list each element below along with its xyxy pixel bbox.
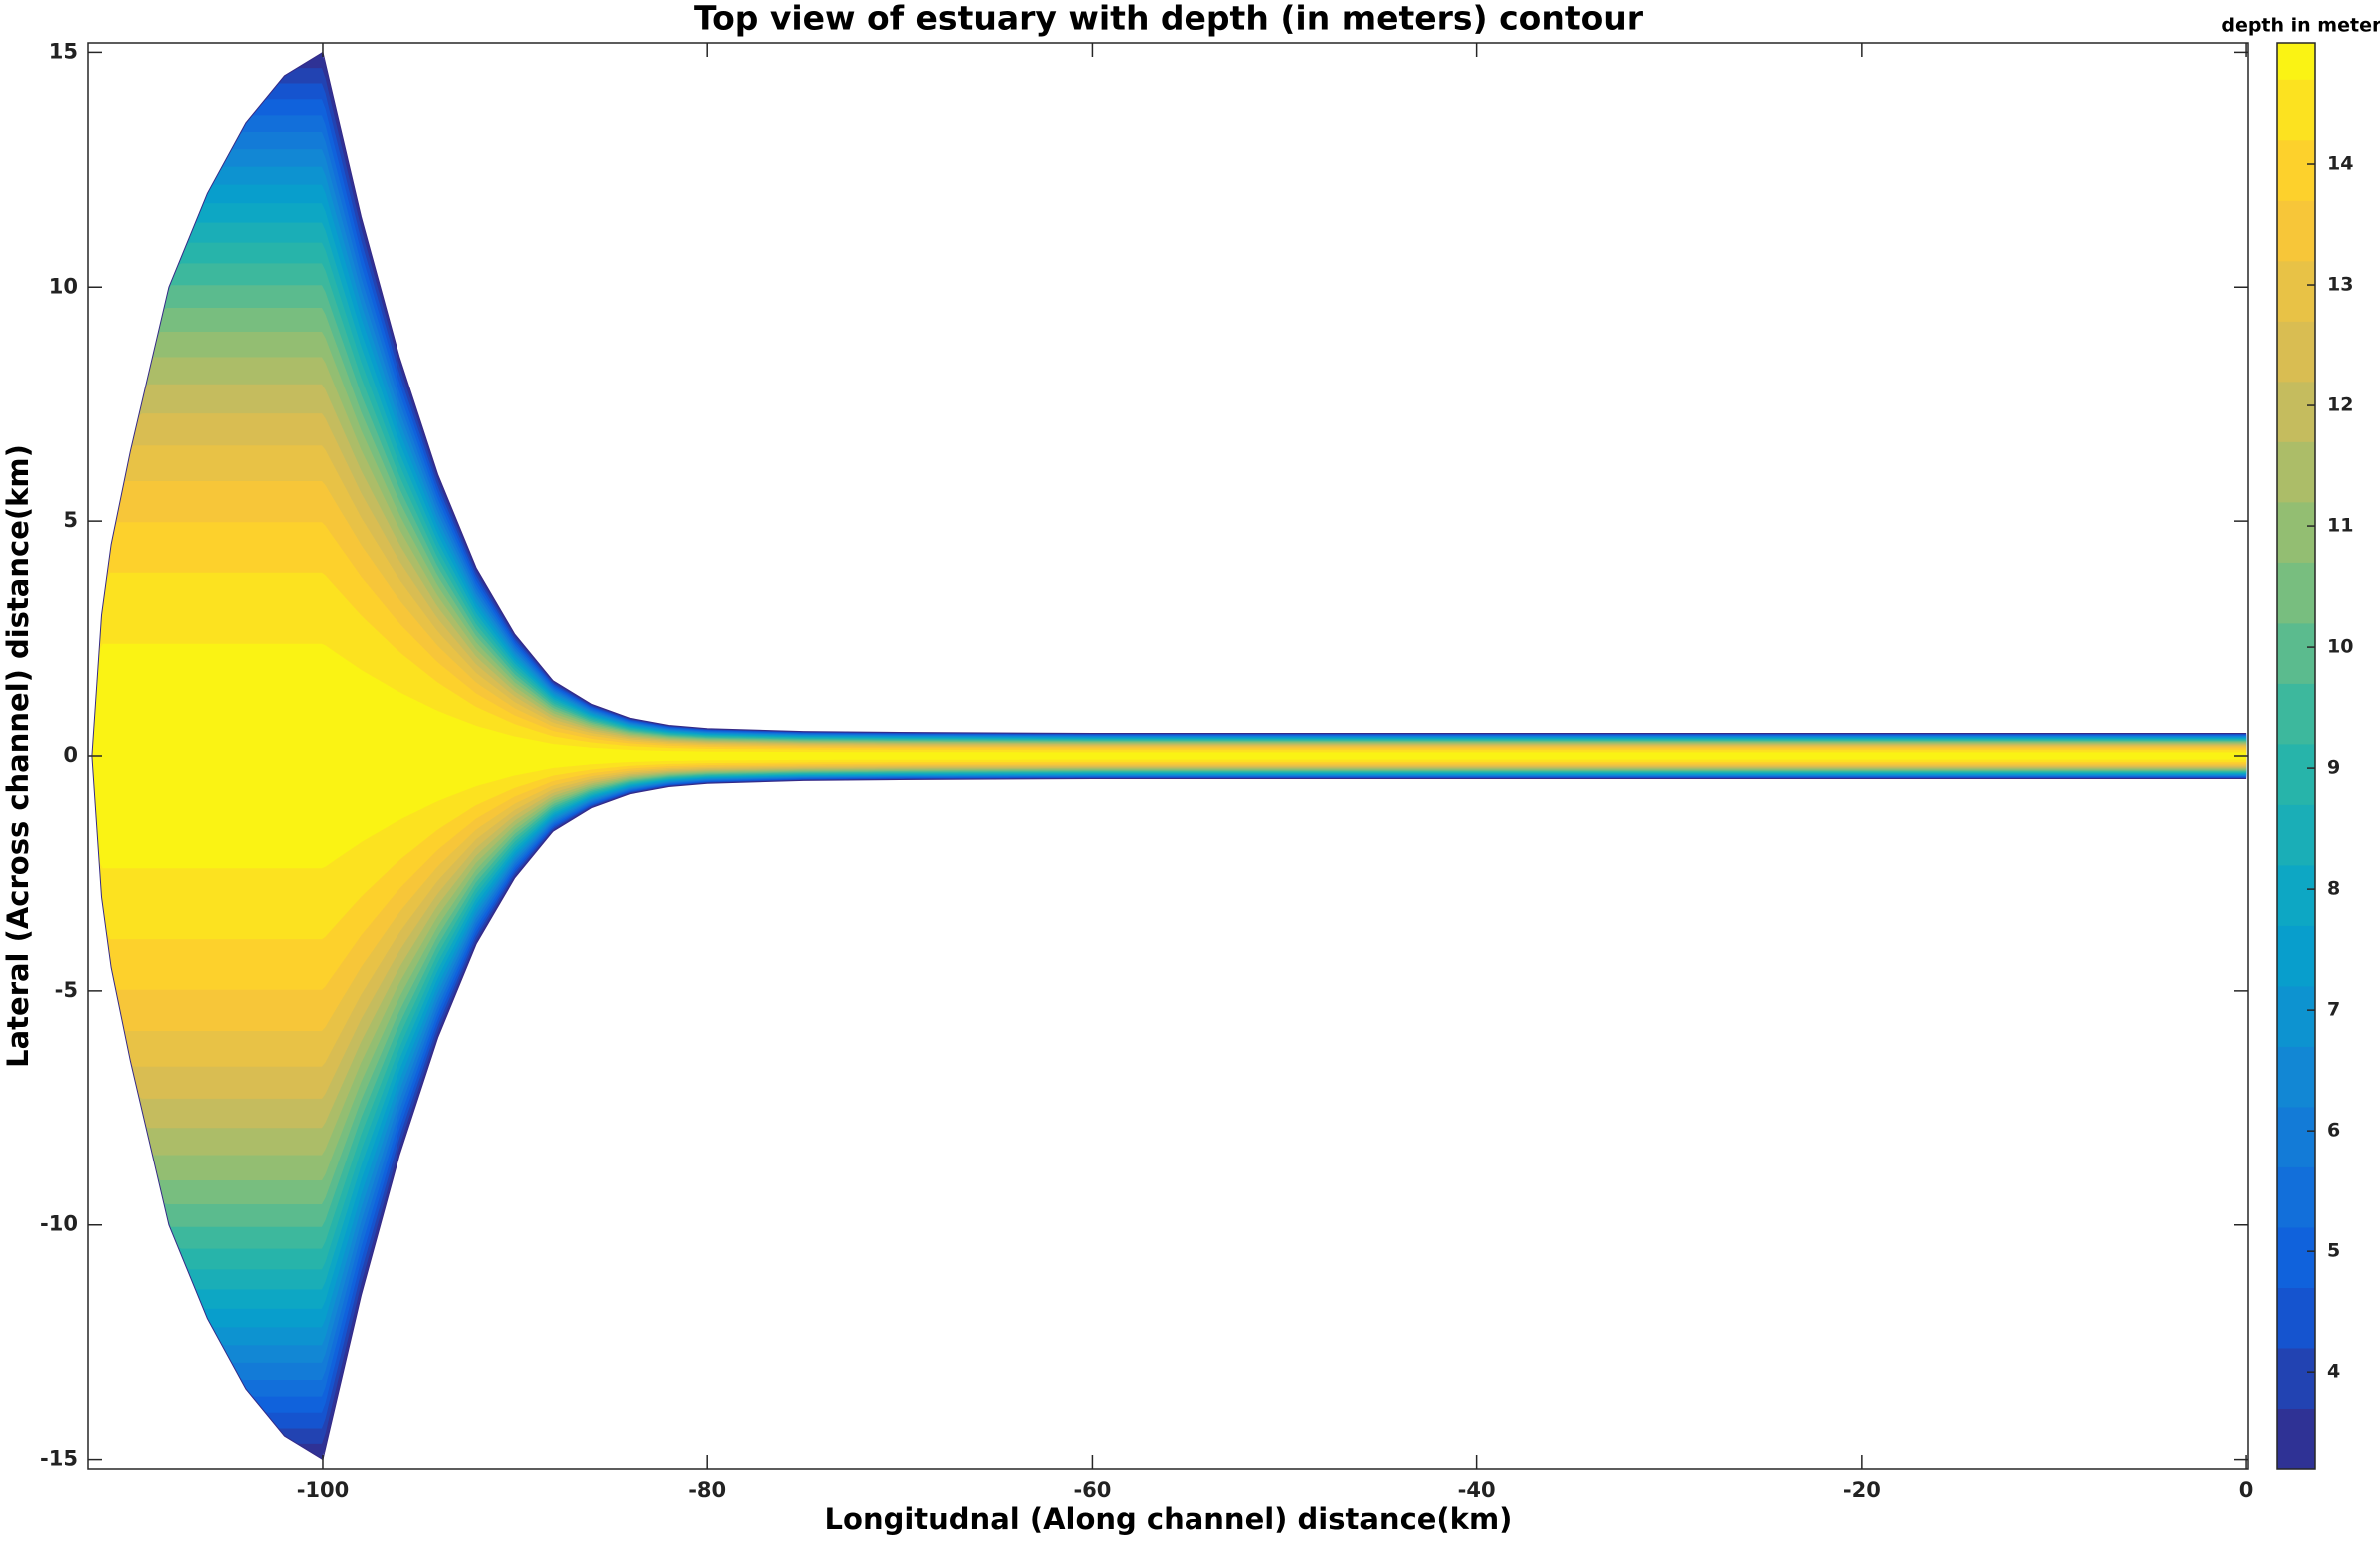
colorbar-band — [2277, 381, 2315, 442]
colorbar-band — [2277, 985, 2315, 1047]
x-tick-label: -100 — [297, 1478, 350, 1502]
colorbar-tick-label: 12 — [2327, 394, 2353, 416]
colorbar-tick-label: 10 — [2327, 636, 2353, 658]
colorbar-band — [2277, 622, 2315, 684]
x-tick-label: 0 — [2239, 1478, 2254, 1502]
colorbar-band — [2277, 562, 2315, 624]
chart-title: Top view of estuary with depth (in meter… — [694, 0, 1644, 38]
colorbar-band — [2277, 1347, 2315, 1409]
colorbar-band — [2277, 804, 2315, 866]
y-tick-label: -5 — [55, 978, 78, 1002]
colorbar-band — [2277, 1106, 2315, 1167]
colorbar-label: depth in meters — [2221, 15, 2380, 37]
colorbar-tick-label: 9 — [2327, 757, 2340, 779]
colorbar-band — [2277, 200, 2315, 262]
x-tick-label: -80 — [688, 1478, 726, 1502]
y-tick-label: 5 — [63, 508, 78, 532]
x-tick-label: -60 — [1073, 1478, 1111, 1502]
colorbar-band — [2277, 501, 2315, 563]
colorbar-band — [2277, 43, 2315, 80]
y-tick-label: 15 — [49, 39, 78, 63]
colorbar-tick-label: 11 — [2327, 515, 2353, 537]
colorbar-tick-label: 7 — [2327, 999, 2340, 1021]
y-tick-label: 10 — [49, 274, 78, 298]
y-tick-label: -10 — [40, 1212, 78, 1236]
colorbar-band — [2277, 683, 2315, 745]
colorbar-frame — [2276, 42, 2316, 1470]
colorbar-band — [2277, 1408, 2315, 1470]
colorbar-band — [2277, 864, 2315, 926]
colorbar-band — [2277, 1226, 2315, 1288]
colorbar-tick-label: 5 — [2327, 1240, 2340, 1262]
colorbar-tick-label: 8 — [2327, 878, 2340, 900]
estuary-outline — [91, 51, 2247, 757]
y-tick-label: 0 — [63, 743, 78, 767]
estuary-outline — [91, 755, 2247, 1461]
colorbar-band — [2277, 321, 2315, 383]
colorbar-band — [2277, 79, 2315, 141]
colorbar-band — [2277, 925, 2315, 987]
colorbar-band — [2277, 441, 2315, 503]
colorbar-tick-label: 4 — [2327, 1361, 2340, 1383]
x-tick-label: -40 — [1458, 1478, 1496, 1502]
y-axis-label: Lateral (Across channel) distance(km) — [1, 444, 35, 1068]
x-tick-label: -20 — [1843, 1478, 1881, 1502]
y-tick-label: -15 — [40, 1447, 78, 1471]
colorbar-band — [2277, 260, 2315, 322]
colorbar-band — [2277, 1287, 2315, 1349]
colorbar-tick-label: 6 — [2327, 1120, 2340, 1142]
colorbar-band — [2277, 1046, 2315, 1108]
colorbar-tick-label: 14 — [2327, 153, 2353, 175]
contour-band — [91, 643, 2247, 869]
colorbar-tick-label: 13 — [2327, 274, 2353, 296]
x-axis-label: Longitudnal (Along channel) distance(km) — [825, 1502, 1513, 1536]
colorbar-band — [2277, 139, 2315, 201]
colorbar-band — [2277, 743, 2315, 805]
colorbar-band — [2277, 1166, 2315, 1228]
